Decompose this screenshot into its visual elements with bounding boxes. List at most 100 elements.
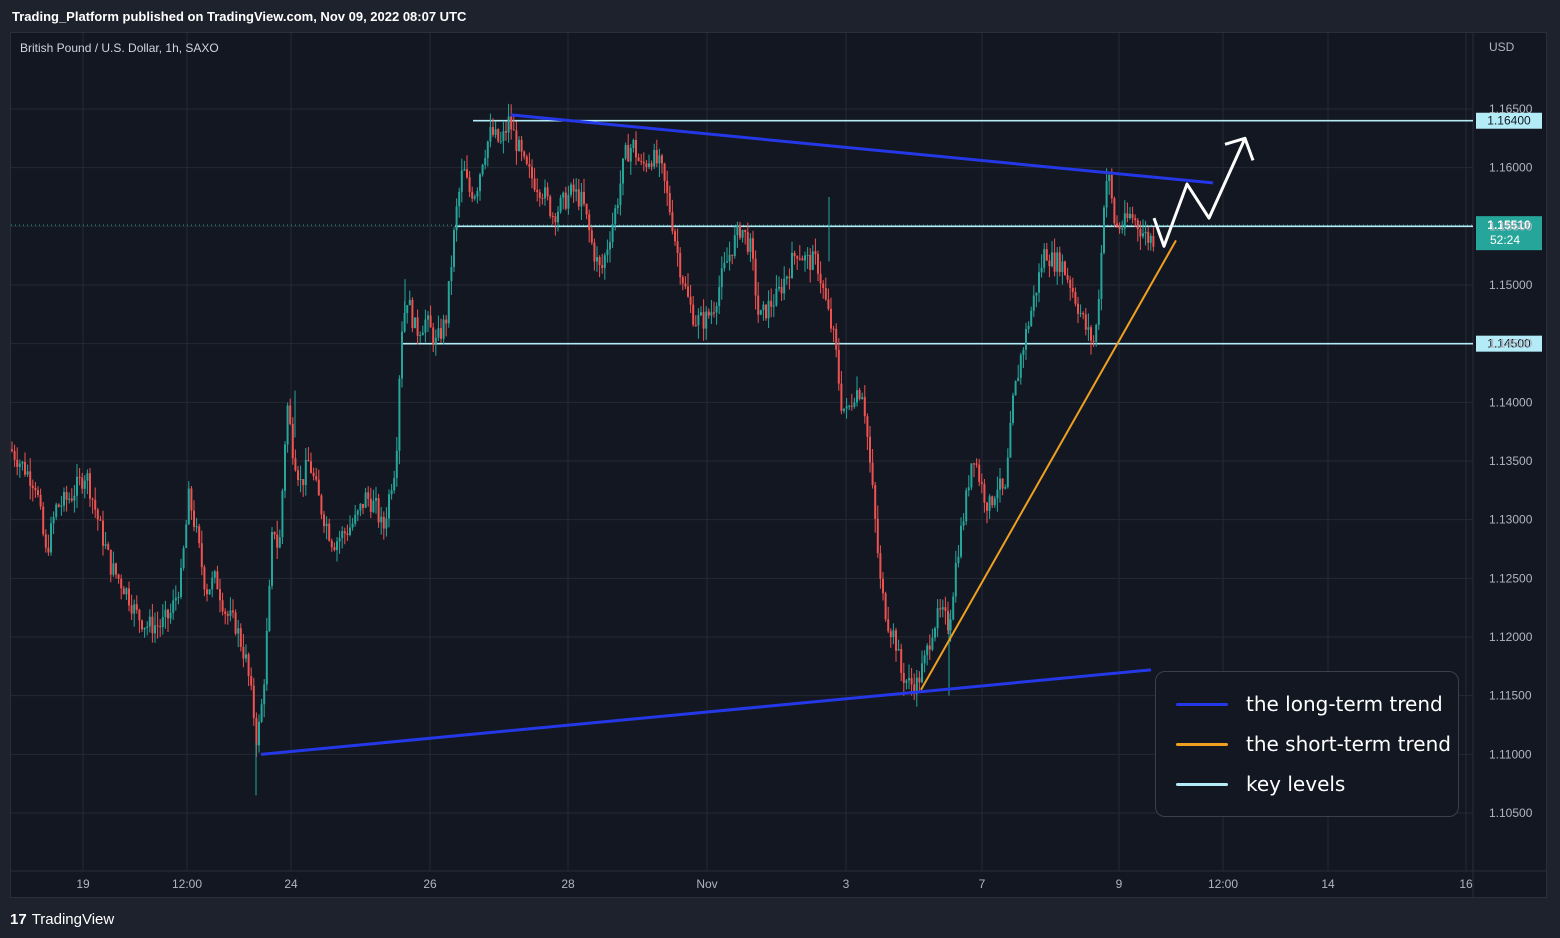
- legend-label: the short-term trend: [1246, 732, 1451, 756]
- chart-title: British Pound / U.S. Dollar, 1h, SAXO: [20, 41, 219, 55]
- candle-body: [299, 479, 302, 481]
- candle-body: [1113, 198, 1116, 224]
- candle-body: [887, 619, 890, 632]
- candle-body: [866, 416, 869, 437]
- candle-body: [325, 523, 328, 527]
- long-term-trend-line[interactable]: [260, 668, 1152, 756]
- candle-body: [689, 296, 692, 305]
- candle-body: [73, 495, 76, 501]
- candle-body: [115, 563, 117, 575]
- candle-body: [60, 505, 63, 507]
- candle-body: [351, 523, 354, 528]
- candle-body: [273, 531, 276, 535]
- candle-body: [91, 498, 94, 500]
- candle-body: [622, 158, 624, 184]
- candle-body: [99, 519, 102, 521]
- candle-body: [627, 145, 630, 162]
- candle-body: [863, 397, 866, 417]
- candle-body: [653, 149, 656, 167]
- candle-body: [616, 205, 619, 209]
- candle-body: [427, 315, 429, 320]
- candle-body: [50, 523, 52, 553]
- candle-body: [949, 619, 952, 631]
- candle-body: [242, 646, 245, 659]
- candle-body: [143, 627, 146, 630]
- candle-body: [247, 654, 250, 677]
- projection-path[interactable]: [1152, 137, 1247, 248]
- candle-body: [512, 129, 515, 131]
- candle-body: [133, 604, 136, 614]
- candle-body: [382, 516, 385, 529]
- candle-body: [1090, 327, 1092, 341]
- candle-body: [104, 544, 107, 546]
- candle-body: [1139, 229, 1142, 237]
- short-term-trend-line[interactable]: [920, 239, 1177, 691]
- candle-body: [96, 509, 99, 520]
- candle-body: [302, 479, 305, 486]
- candle-body: [609, 242, 611, 250]
- candle-body: [1084, 314, 1087, 330]
- candle-body: [837, 349, 840, 384]
- candle-body: [70, 498, 73, 501]
- candle-body: [603, 255, 606, 268]
- candle-body: [780, 286, 783, 294]
- candle-body: [349, 527, 351, 535]
- candle-body: [1071, 287, 1074, 293]
- long-term-trend-line[interactable]: [510, 113, 1214, 185]
- candle-body: [146, 626, 149, 628]
- candle-body: [728, 254, 731, 262]
- candle-body: [759, 310, 762, 315]
- candle-body: [63, 492, 65, 506]
- candle-body: [479, 174, 481, 192]
- candle-body: [83, 480, 86, 489]
- candle-body: [429, 315, 432, 328]
- candle-body: [250, 676, 253, 686]
- candle-body: [762, 304, 765, 311]
- candle-body: [572, 184, 575, 192]
- candle-body: [497, 129, 500, 142]
- price-tick-label: 1.13500: [1489, 454, 1533, 468]
- candle-body: [468, 177, 471, 192]
- candle-body: [736, 224, 739, 236]
- candle-body: [505, 131, 507, 133]
- candle-body: [681, 277, 684, 284]
- candle-body: [395, 450, 398, 479]
- candle-body: [785, 276, 788, 279]
- brand-name: TradingView: [31, 910, 115, 928]
- candle-body: [356, 510, 359, 515]
- candle-body: [960, 525, 962, 557]
- candle-body: [809, 254, 812, 270]
- candle-body: [611, 224, 614, 243]
- candle-body: [1142, 233, 1144, 237]
- price-tick-label: 1.16000: [1489, 161, 1533, 175]
- candle-body: [700, 312, 702, 316]
- candle-body: [193, 510, 195, 527]
- candle-body: [1019, 354, 1022, 378]
- price-tick-label: 1.11000: [1489, 747, 1532, 761]
- candle-body: [848, 405, 851, 407]
- candle-body: [1035, 292, 1038, 296]
- price-axis[interactable]: 1.10500 1.11000 1.11500 1.12000 1.12500 1.130…: [1489, 102, 1533, 820]
- candle-body: [89, 473, 91, 499]
- candle-body: [297, 470, 299, 480]
- candle-body: [460, 170, 463, 192]
- candle-body: [804, 255, 806, 261]
- currency-label: USD: [1489, 40, 1515, 54]
- time-tick-label: 3: [843, 877, 850, 891]
- price-tick-label: 1.16500: [1489, 102, 1533, 116]
- candle-body: [897, 648, 900, 651]
- candle-body: [164, 609, 167, 618]
- candle-body: [811, 251, 814, 270]
- candle-body: [310, 461, 312, 473]
- candle-body: [26, 471, 29, 475]
- candle-body: [367, 492, 370, 499]
- time-axis[interactable]: 19 12:00 24 26 28 Nov 3 7 9 12:00 14 16: [76, 877, 1473, 891]
- candle-body: [1118, 225, 1121, 229]
- candle-body: [1131, 213, 1134, 219]
- key-level-badge: [1476, 335, 1542, 352]
- candle-body: [286, 405, 289, 445]
- candle-body: [398, 378, 401, 451]
- candle-body: [642, 161, 645, 164]
- candle-body: [947, 610, 949, 631]
